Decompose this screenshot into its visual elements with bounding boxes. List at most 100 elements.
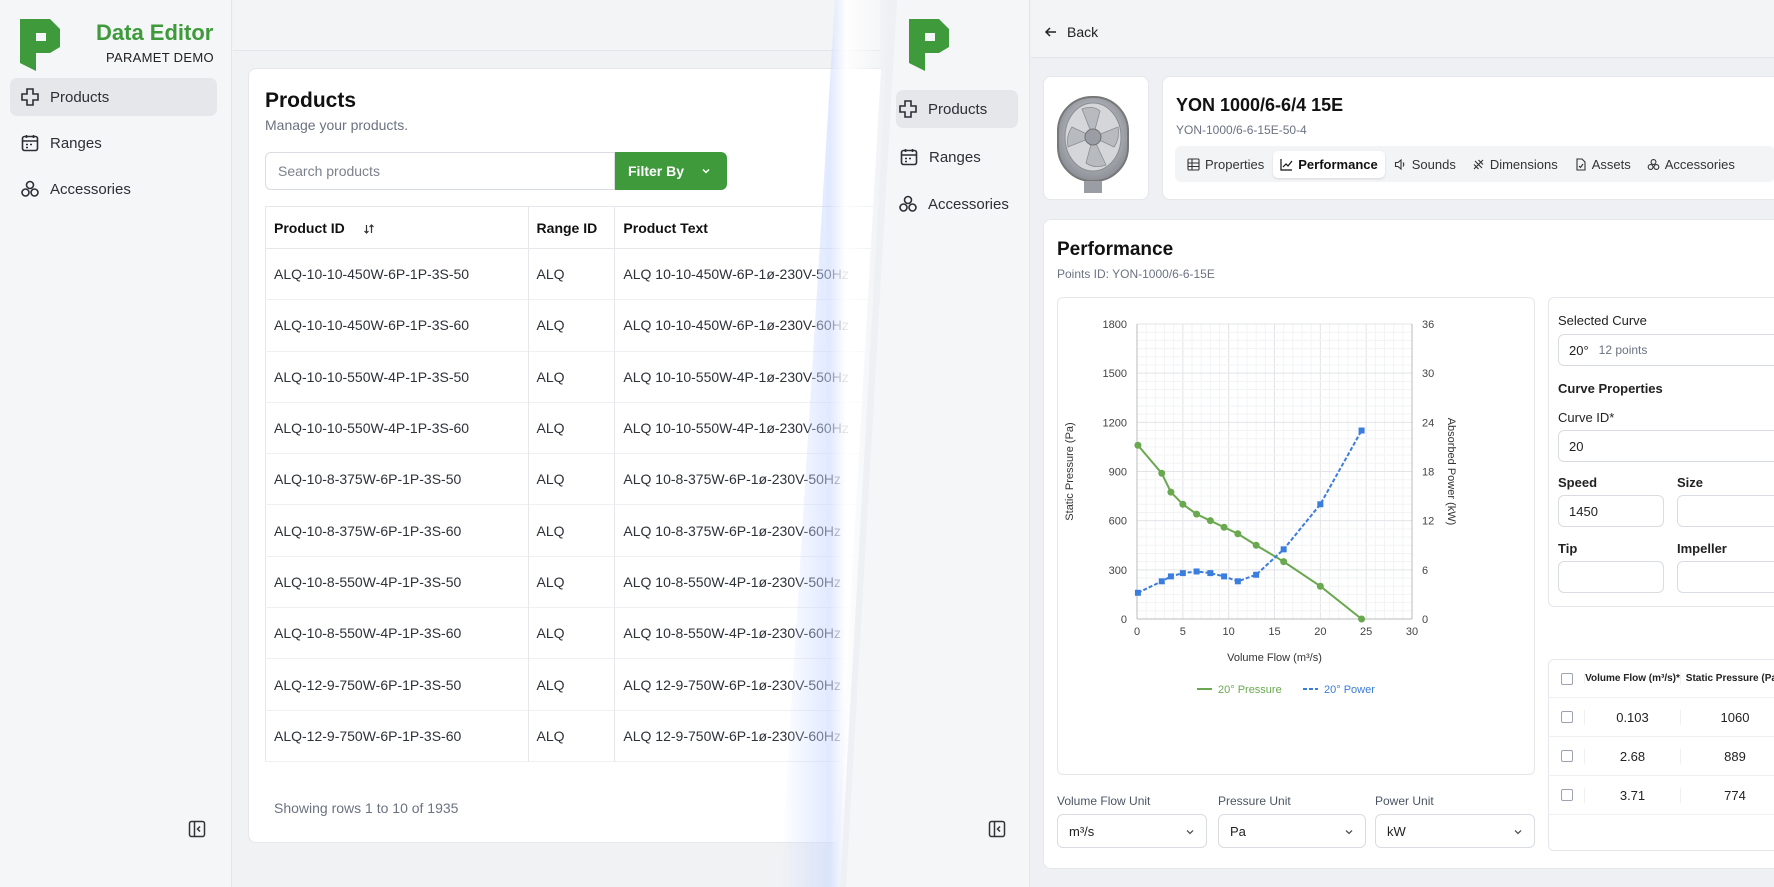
table-row[interactable]: ALQ-10-10-450W-6P-1P-3S-50 ALQ ALQ 10-10-4… xyxy=(265,248,885,300)
volume-flow-cell: 2.68 xyxy=(1584,748,1680,764)
collapse-sidebar-icon[interactable] xyxy=(988,820,1006,838)
power-data-point[interactable] xyxy=(1358,427,1365,434)
table-row[interactable]: 2.68 889 xyxy=(1549,737,1774,776)
column-header-volume-flow[interactable]: Volume Flow (m³/s)* xyxy=(1584,673,1680,684)
tab-performance[interactable]: Performance xyxy=(1273,150,1385,178)
sidebar-item-ranges[interactable]: Ranges xyxy=(897,138,1019,176)
performance-chart[interactable]: 0 5 10 15 20 25 300300600900120015001800061218… xyxy=(1057,297,1535,775)
y-tick-label: 300 xyxy=(1109,565,1127,577)
product-id-cell: ALQ-10-10-450W-6P-1P-3S-50 xyxy=(265,248,529,300)
power-data-point[interactable] xyxy=(1280,546,1287,553)
select-all-checkbox[interactable] xyxy=(1560,672,1573,685)
power-data-point[interactable] xyxy=(1167,573,1174,580)
row-checkbox[interactable] xyxy=(1560,789,1573,801)
pressure-data-point[interactable] xyxy=(1358,615,1366,623)
pressure-data-point[interactable] xyxy=(1316,582,1324,590)
search-input[interactable] xyxy=(265,152,615,190)
size-input[interactable] xyxy=(1677,495,1774,527)
pressure-data-point[interactable] xyxy=(1280,558,1288,566)
sidebar xyxy=(0,0,232,887)
top-bar xyxy=(1031,0,1774,58)
sort-icon[interactable] xyxy=(363,223,375,235)
accessories-icon xyxy=(899,195,917,212)
collapse-sidebar-icon[interactable] xyxy=(188,820,206,838)
table-row[interactable]: ALQ-10-10-450W-6P-1P-3S-60 ALQ ALQ 10-10-4… xyxy=(265,299,885,352)
product-id-cell: ALQ-10-8-375W-6P-1P-3S-60 xyxy=(265,504,529,557)
sidebar-item-accessories[interactable]: Accessories xyxy=(10,170,217,208)
impeller-label: Impeller xyxy=(1677,541,1727,556)
tab-accessories[interactable]: Accessories xyxy=(1640,151,1742,178)
static-pressure-cell: 1060 xyxy=(1680,709,1774,725)
power-data-point[interactable] xyxy=(1207,570,1214,577)
chevron-down-icon xyxy=(1514,830,1522,835)
pressure-data-point[interactable] xyxy=(1206,517,1214,525)
product-text-cell: ALQ 10-8-550W-4P-1ø-230V-50Hz xyxy=(614,556,885,608)
pagination-status: Showing rows 1 to 10 of 1935 xyxy=(274,800,459,816)
x-tick-label: 30 xyxy=(1406,626,1418,638)
power-data-point[interactable] xyxy=(1234,578,1241,585)
power-data-point[interactable] xyxy=(1179,570,1186,577)
sidebar-item-products[interactable]: Products xyxy=(10,78,217,116)
volume-flow-cell: 0.103 xyxy=(1584,709,1680,725)
pressure-data-point[interactable] xyxy=(1193,510,1201,518)
range-id-cell: ALQ xyxy=(528,607,616,659)
pressure-unit-select[interactable]: Pa xyxy=(1218,814,1366,848)
tip-input[interactable] xyxy=(1558,561,1664,593)
chevron-down-icon xyxy=(1345,830,1353,835)
products-card: Products Manage your products. Filter By… xyxy=(248,68,885,843)
x-tick-label: 5 xyxy=(1180,626,1186,638)
sidebar-item-products[interactable]: Products xyxy=(896,90,1018,128)
power-data-point[interactable] xyxy=(1253,571,1260,578)
table-row[interactable]: ALQ-10-8-375W-6P-1P-3S-50 ALQ ALQ 10-8-375… xyxy=(265,453,885,505)
back-button[interactable]: Back xyxy=(1043,24,1098,40)
performance-title: Performance xyxy=(1057,239,1174,260)
tab-sounds[interactable]: Sounds xyxy=(1387,151,1463,178)
table-row[interactable]: ALQ-10-10-550W-4P-1P-3S-50 ALQ ALQ 10-10-5… xyxy=(265,351,885,403)
column-header-product-id[interactable]: Product ID xyxy=(265,206,529,249)
volume-flow-unit-select[interactable]: m³/s xyxy=(1057,814,1207,848)
column-header-static-pressure[interactable]: Static Pressure (Pa)* xyxy=(1680,673,1774,684)
y2-tick-label: 12 xyxy=(1422,516,1434,528)
speed-input[interactable]: 1450 xyxy=(1558,495,1664,527)
pressure-data-point[interactable] xyxy=(1252,541,1260,549)
power-data-point[interactable] xyxy=(1158,578,1165,585)
table-row[interactable]: ALQ-10-8-550W-4P-1P-3S-60 ALQ ALQ 10-8-550… xyxy=(265,607,885,659)
sidebar-item-ranges[interactable]: Ranges xyxy=(10,124,217,162)
tab-properties[interactable]: Properties xyxy=(1180,151,1271,178)
table-row[interactable]: ALQ-10-8-375W-6P-1P-3S-60 ALQ ALQ 10-8-375… xyxy=(265,504,885,557)
power-data-point[interactable] xyxy=(1221,573,1228,580)
pressure-data-point[interactable] xyxy=(1179,500,1187,508)
row-checkbox[interactable] xyxy=(1560,711,1573,723)
range-id-cell: ALQ xyxy=(528,351,616,403)
product-tabs: Properties Performance Sounds Dimensions… xyxy=(1175,146,1774,182)
legend-pressure-label: 20° Pressure xyxy=(1218,684,1282,696)
filter-by-button[interactable]: Filter By xyxy=(615,152,727,190)
impeller-input[interactable] xyxy=(1677,561,1774,593)
power-data-point[interactable] xyxy=(1317,501,1324,508)
table-row[interactable]: 0.103 1060 xyxy=(1549,698,1774,737)
pressure-data-point[interactable] xyxy=(1234,530,1242,538)
sidebar-item-label: Accessories xyxy=(50,180,131,198)
product-id-cell: ALQ-10-8-550W-4P-1P-3S-60 xyxy=(265,607,529,659)
product-id-cell: ALQ-12-9-750W-6P-1P-3S-60 xyxy=(265,710,529,762)
power-data-point[interactable] xyxy=(1134,589,1141,596)
table-row[interactable]: ALQ-12-9-750W-6P-1P-3S-50 ALQ ALQ 12-9-750… xyxy=(265,658,885,711)
sidebar-item-accessories[interactable]: Accessories xyxy=(896,185,1018,223)
curve-id-input[interactable]: 20 xyxy=(1558,430,1774,462)
power-data-point[interactable] xyxy=(1193,568,1200,575)
pressure-data-point[interactable] xyxy=(1167,488,1175,496)
selected-curve-select[interactable]: 20° 12 points xyxy=(1558,334,1774,366)
row-checkbox[interactable] xyxy=(1560,750,1573,762)
product-image xyxy=(1043,76,1149,200)
tab-dimensions[interactable]: Dimensions xyxy=(1465,151,1565,178)
pressure-data-point[interactable] xyxy=(1134,441,1142,449)
table-row[interactable]: 3.71 774 xyxy=(1549,776,1774,815)
pressure-data-point[interactable] xyxy=(1220,523,1228,531)
column-header-range-id[interactable]: Range ID xyxy=(528,206,616,249)
y-axis-label: Static Pressure (Pa) xyxy=(1064,422,1076,520)
power-unit-select[interactable]: kW xyxy=(1375,814,1535,848)
pressure-data-point[interactable] xyxy=(1158,469,1166,477)
tab-assets[interactable]: Assets xyxy=(1567,151,1638,178)
top-bar xyxy=(233,0,880,51)
